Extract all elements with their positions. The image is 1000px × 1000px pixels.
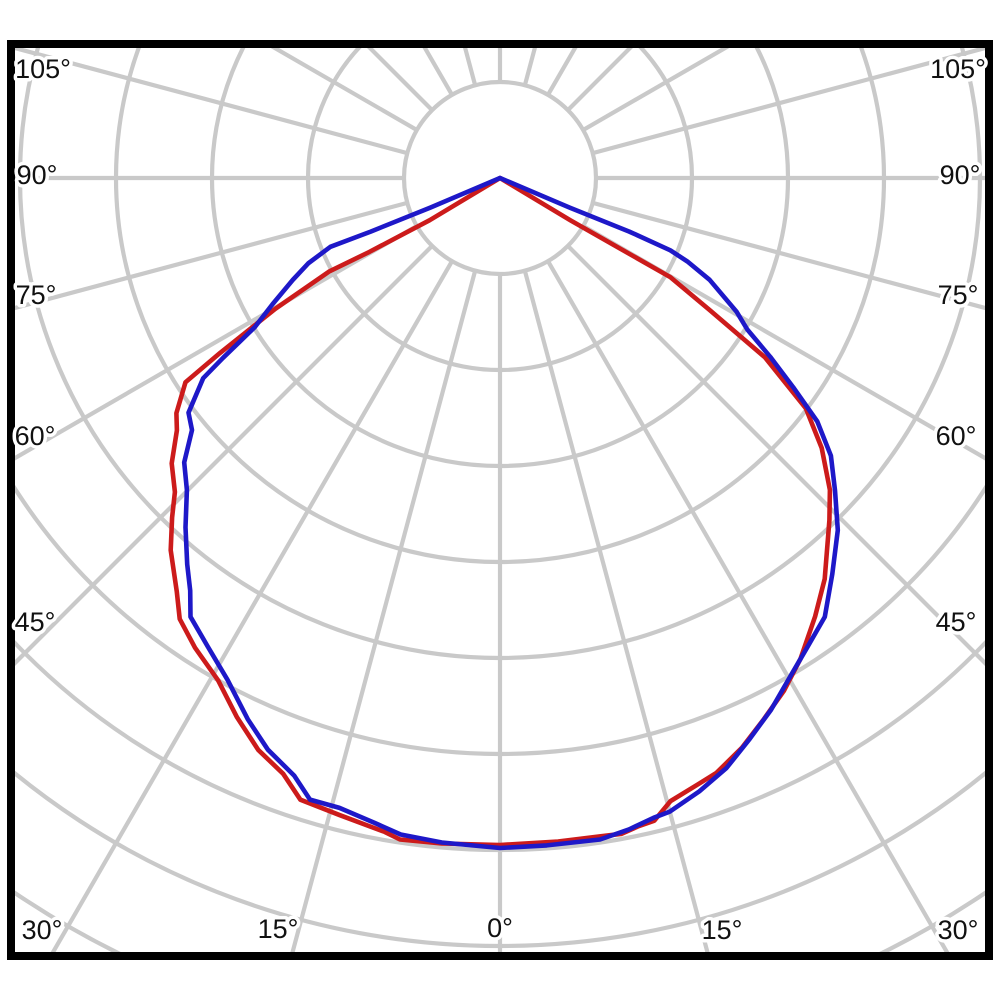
grid-spoke [582,224,985,461]
blue-curve [181,175,841,851]
angle-label-right: 60° [936,421,977,451]
grid-spoke [290,270,478,952]
angle-label-bottom: 30° [938,915,979,945]
grid-spoke [50,260,454,952]
grid-spoke [15,224,418,461]
grid-spoke [592,48,985,156]
plot-frame [7,40,993,960]
grid-spoke [15,244,434,666]
angle-label-left: 75° [16,280,57,310]
grid-spoke [546,260,950,952]
grid-spoke [592,200,985,311]
angle-label-bottom: 15° [702,915,743,945]
angle-label-right: 45° [936,607,977,637]
grid-spoke [15,200,408,311]
angle-label-right: 90° [940,160,981,190]
angle-label-left: 60° [15,421,56,451]
angle-label-bottom: 0° [487,913,513,943]
angle-label-right: 105° [930,54,986,84]
grid-spoke [522,270,710,952]
angle-labels: 105° 90° 75° 60° 45° 105° 90° 75° 60° 45° 30° 15° 0°… [11,51,989,949]
angle-label-left: 45° [15,607,56,637]
grid-spoke [15,48,408,156]
angle-label-left: 105° [15,54,71,84]
angle-label-left: 90° [17,160,58,190]
angle-label-right: 75° [938,280,979,310]
angle-label-bottom: 30° [22,915,63,945]
angle-label-bottom: 15° [258,914,299,944]
grid-spoke [566,244,985,666]
